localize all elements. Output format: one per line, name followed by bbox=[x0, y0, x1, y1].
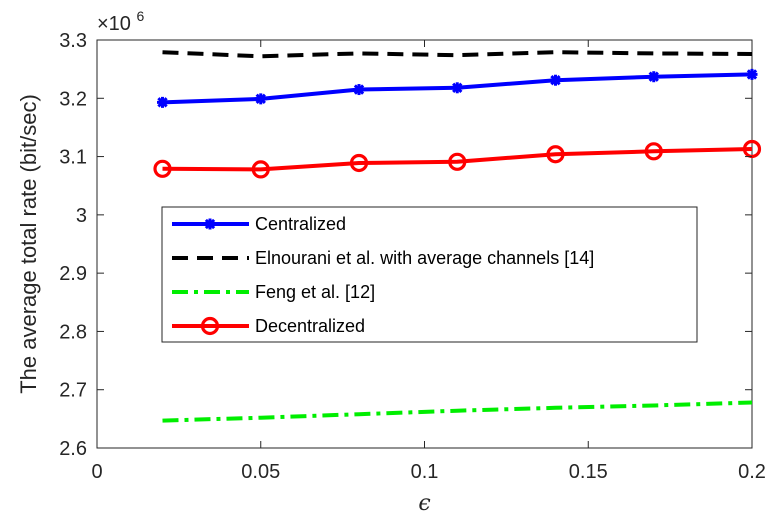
series-line bbox=[162, 147, 753, 172]
data-point bbox=[200, 316, 220, 336]
data-point bbox=[255, 93, 267, 105]
data-point bbox=[451, 82, 463, 94]
y-tick-label: 2.6 bbox=[59, 438, 87, 460]
data-point bbox=[746, 68, 758, 80]
series-line bbox=[162, 400, 753, 423]
x-tick-label: 0 bbox=[91, 461, 102, 483]
legend-item: Feng et al. [12] bbox=[172, 282, 375, 302]
legend-label: Feng et al. [12] bbox=[255, 282, 375, 302]
data-point bbox=[251, 160, 270, 179]
data-point bbox=[353, 84, 365, 96]
y-tick-label: 2.8 bbox=[59, 321, 87, 343]
x-tick-label: 0.2 bbox=[738, 461, 766, 483]
legend-label: Centralized bbox=[255, 214, 346, 234]
data-point bbox=[648, 71, 660, 83]
y-tick-label: 3.1 bbox=[59, 147, 87, 169]
legend-item: Decentralized bbox=[172, 316, 365, 336]
y-axis-exponent-power: 6 bbox=[137, 8, 145, 24]
legend-item: Elnourani et al. with average channels [… bbox=[172, 248, 594, 268]
x-tick-label: 0.1 bbox=[411, 461, 439, 483]
ticks-layer: 0 0.05 0.1 0.15 0.2 2.6 2.7 2.8 2.9 3 3.1 3.2 3.3 bbox=[59, 30, 766, 483]
y-tick-label: 3.2 bbox=[59, 88, 87, 110]
data-point bbox=[448, 152, 467, 171]
data-point bbox=[644, 142, 663, 161]
y-axis-exponent: ×10 6 bbox=[97, 8, 145, 35]
y-tick-label: 2.7 bbox=[59, 380, 87, 402]
y-tick-label: 2.9 bbox=[59, 263, 87, 285]
legend-box bbox=[161, 206, 698, 343]
x-tick-label: 0.05 bbox=[241, 461, 280, 483]
data-point bbox=[550, 74, 561, 86]
legend-label: Elnourani et al. with average channels [… bbox=[255, 248, 594, 268]
data-point bbox=[153, 159, 172, 178]
series-2 bbox=[162, 400, 753, 423]
data-point bbox=[349, 153, 369, 173]
legend-item: Centralized bbox=[172, 214, 346, 234]
x-axis-label: ϵ bbox=[418, 491, 430, 516]
data-point bbox=[204, 218, 216, 230]
y-axis-label: The average total rate (bit/sec) bbox=[16, 94, 41, 394]
legend-label: Decentralized bbox=[255, 316, 365, 336]
y-tick-label: 3 bbox=[76, 205, 87, 227]
y-tick-label: 3.3 bbox=[59, 30, 87, 52]
data-point bbox=[546, 145, 565, 164]
y-axis-exponent-base: ×10 bbox=[97, 13, 131, 35]
data-point bbox=[157, 96, 168, 108]
series-layer bbox=[153, 50, 762, 423]
x-tick-label: 0.15 bbox=[569, 461, 608, 483]
series-0 bbox=[157, 68, 758, 108]
legend: Centralized Elnourani et al. with average… bbox=[161, 206, 698, 343]
series-3 bbox=[153, 139, 762, 179]
